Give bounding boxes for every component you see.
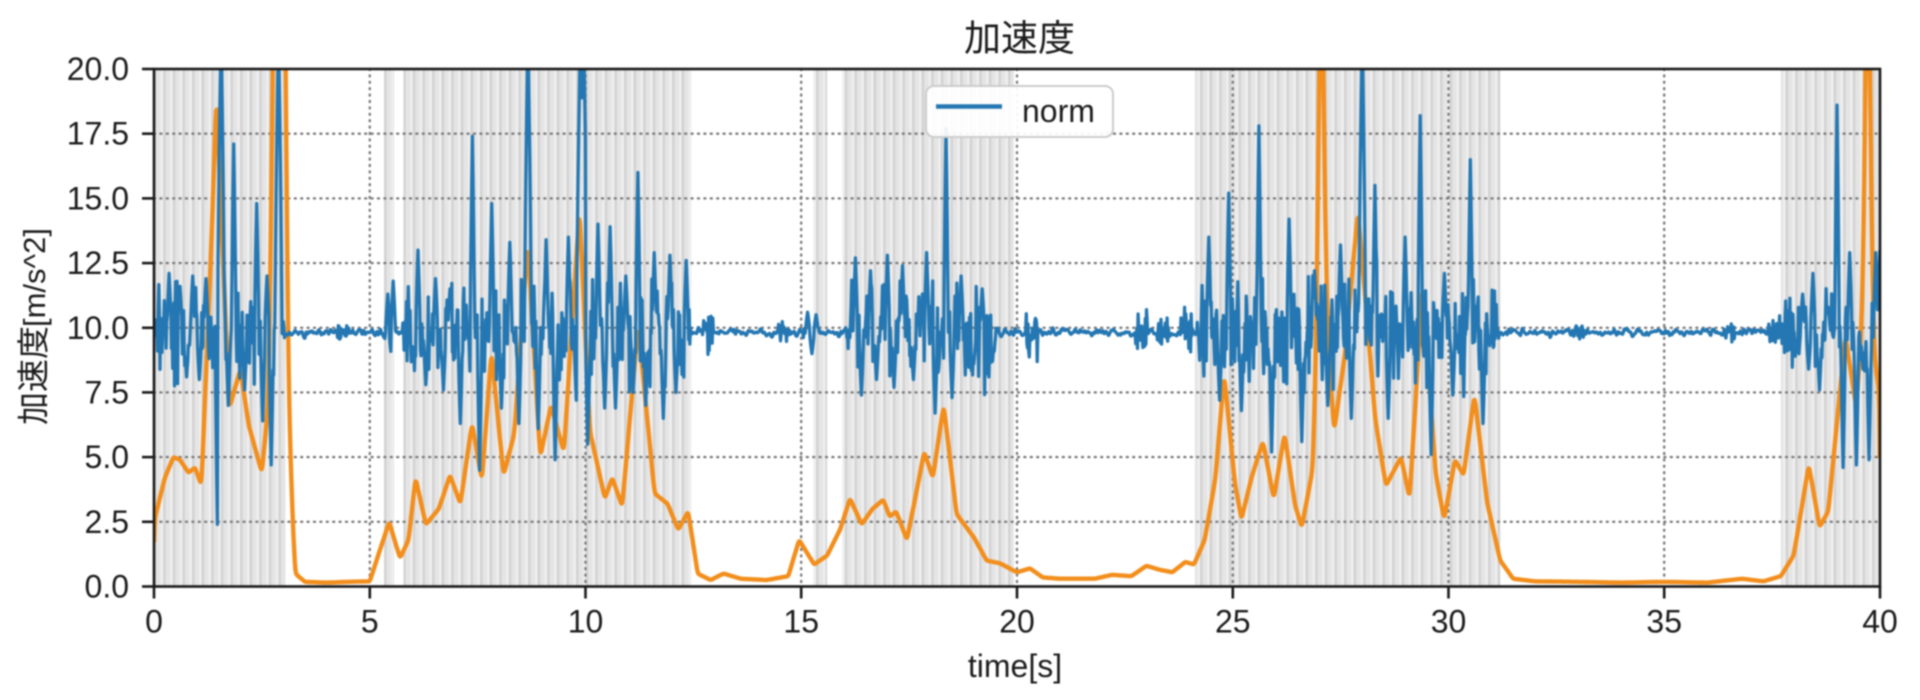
svg-text:15.0: 15.0 (67, 180, 129, 216)
svg-text:12.5: 12.5 (67, 245, 129, 281)
svg-text:7.5: 7.5 (85, 374, 129, 410)
svg-text:time[s]: time[s] (968, 648, 1062, 684)
svg-text:norm: norm (1022, 93, 1095, 129)
svg-text:0.0: 0.0 (85, 569, 129, 605)
svg-text:2.5: 2.5 (85, 504, 129, 540)
svg-text:17.5: 17.5 (67, 116, 129, 152)
svg-text:30: 30 (1431, 604, 1467, 640)
svg-text:35: 35 (1646, 604, 1682, 640)
svg-text:10: 10 (568, 604, 604, 640)
svg-text:5.0: 5.0 (85, 439, 129, 475)
svg-text:5: 5 (361, 604, 379, 640)
svg-text:0: 0 (145, 604, 163, 640)
svg-text:10.0: 10.0 (67, 310, 129, 346)
svg-text:20: 20 (999, 604, 1035, 640)
svg-text:40: 40 (1862, 604, 1898, 640)
svg-text:25: 25 (1215, 604, 1251, 640)
svg-text:15: 15 (783, 604, 819, 640)
svg-text:[m/s^2]: [m/s^2] (17, 228, 52, 327)
svg-text:20.0: 20.0 (67, 51, 129, 87)
